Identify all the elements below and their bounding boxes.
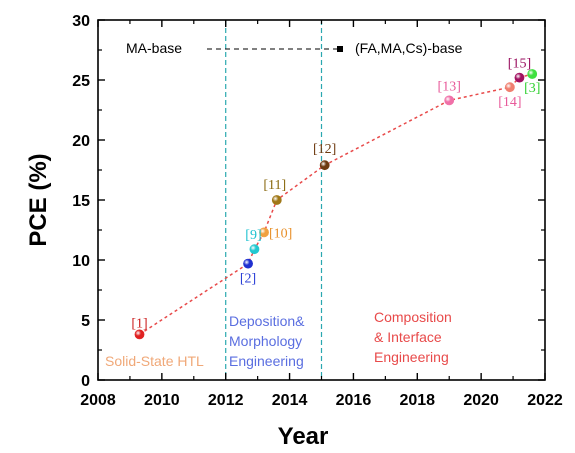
y-tick-label: 30 — [72, 13, 90, 30]
ref-label-2: [9] — [245, 228, 261, 243]
region-2-line-2: Engineering — [374, 349, 449, 365]
axes — [97, 19, 546, 381]
ref-label-8: [15] — [508, 57, 531, 72]
tick-labels: 2008 2010 2012 2014 2016 2018 2020 2022 0 5 10 15 20… — [72, 13, 563, 409]
ref-label-7: [14] — [498, 95, 521, 110]
ref-label-5: [12] — [313, 142, 336, 157]
trend — [139, 73, 533, 336]
reference-labels: [1] [2] [9] [10] [11] [12] [13] [14] [15] [3] — [131, 57, 540, 332]
trend-line — [139, 73, 533, 336]
data-point-4 — [271, 195, 282, 205]
ref-label-3: [10] — [269, 226, 292, 241]
y-tick-label: 10 — [72, 253, 90, 270]
region-2-line-0: Composition — [374, 309, 452, 325]
region-0-line-0: Solid-State HTL — [105, 353, 204, 369]
data-point-5 — [319, 160, 330, 171]
x-tick-label: 2020 — [463, 392, 499, 409]
x-tick-label: 2008 — [80, 392, 116, 409]
y-axis-title: PCE (%) — [25, 153, 52, 246]
ref-label-4: [11] — [263, 178, 286, 193]
region-1-line-1: Morphology — [229, 333, 302, 349]
x-tick-label: 2018 — [399, 392, 435, 409]
data-point-8 — [514, 72, 525, 83]
data-point-1 — [243, 258, 253, 269]
ref-label-9: [3] — [524, 81, 540, 96]
region-labels: Solid-State HTL Deposition&Morphology Engi… — [105, 309, 452, 369]
ref-label-0: [1] — [131, 316, 147, 331]
data-points — [134, 69, 538, 340]
ref-label-1: [2] — [240, 272, 256, 287]
data-point-9 — [527, 69, 538, 79]
y-tick-label: 5 — [81, 313, 90, 330]
data-point-6 — [444, 95, 455, 106]
region-2-line-1: & Interface — [374, 329, 442, 345]
data-point-3 — [259, 227, 269, 238]
x-axis-title: Year — [278, 423, 329, 450]
region-1-line-0: Deposition& — [229, 313, 305, 329]
ref-label-6: [13] — [438, 79, 461, 94]
x-tick-label: 2014 — [272, 392, 308, 409]
y-tick-label: 0 — [81, 373, 90, 390]
data-point-2 — [249, 244, 260, 255]
band-label-right: (FA,MA,Cs)-base — [355, 40, 463, 56]
data-point-0 — [134, 329, 145, 340]
era-band: MA-base (FA,MA,Cs)-base — [126, 40, 463, 56]
dividers — [225, 20, 323, 380]
x-tick-label: 2012 — [208, 392, 244, 409]
y-tick-label: 25 — [72, 73, 90, 90]
y-tick-label: 20 — [72, 133, 90, 150]
band-arrow-head — [337, 46, 343, 52]
band-label-left: MA-base — [126, 40, 182, 56]
x-tick-label: 2010 — [144, 392, 180, 409]
region-1-line-2: Engineering — [229, 353, 304, 369]
data-point-7 — [504, 82, 515, 93]
x-tick-label: 2016 — [336, 392, 372, 409]
y-tick-label: 15 — [72, 193, 90, 210]
x-tick-label: 2022 — [527, 392, 563, 409]
